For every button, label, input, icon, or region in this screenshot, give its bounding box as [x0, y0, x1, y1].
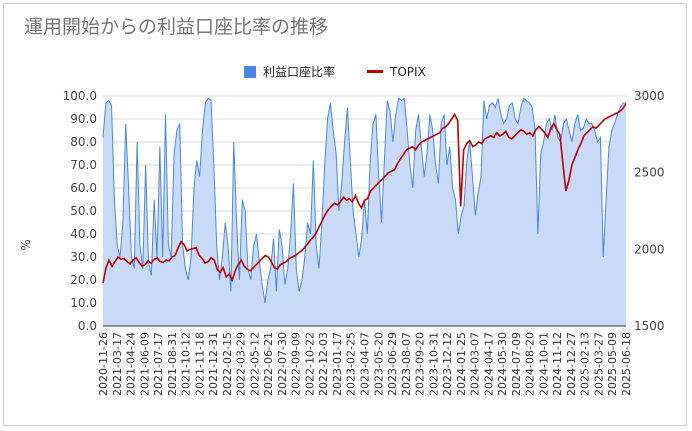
x-tick: 2022-07-30: [276, 332, 289, 396]
x-tick: 2021-06-09: [138, 332, 151, 396]
x-tick: 2023-02-25: [345, 332, 358, 396]
y-tick-left: 30.0: [70, 250, 97, 264]
x-tick: 2023-06-29: [386, 332, 399, 396]
series-topix-line: [102, 103, 627, 284]
y-tick-right: 3000: [634, 89, 665, 103]
x-tick: 2021-04-24: [125, 332, 138, 396]
y-tick-left: 90.0: [70, 112, 97, 126]
y-tick-left: 0.0: [78, 319, 97, 333]
y-tick-left: 20.0: [70, 273, 97, 287]
x-tick: 2025-03-27: [592, 332, 605, 396]
y-tick-left: 50.0: [70, 204, 97, 218]
x-tick: 2023-09-20: [414, 332, 427, 396]
x-tick: 2024-12-27: [565, 332, 578, 396]
x-tick: 2022-10-22: [303, 332, 316, 396]
legend: 利益口座比率 TOPIX: [244, 63, 426, 80]
x-tick: 2021-07-17: [152, 332, 165, 396]
x-tick: 2022-09-09: [290, 332, 303, 396]
legend-swatch-profit-ratio: [244, 65, 256, 78]
x-tick: 2023-01-17: [331, 332, 344, 396]
legend-label-profit-ratio: 利益口座比率: [263, 65, 336, 79]
x-tick: 2022-03-29: [235, 332, 248, 396]
x-tick: 2021-11-18: [193, 332, 206, 396]
y-axis-label: %: [19, 239, 33, 250]
y-tick-left: 60.0: [70, 181, 97, 195]
x-tick: 2023-05-20: [372, 332, 385, 396]
x-tick: 2024-11-12: [551, 332, 564, 396]
y-tick-left: 100.0: [63, 89, 97, 103]
y-tick-right: 2000: [634, 242, 665, 256]
x-tick: 2024-04-17: [482, 332, 495, 396]
x-tick: 2021-10-12: [180, 332, 193, 396]
x-tick: 2024-01-25: [455, 332, 468, 396]
y-tick-right: 1500: [634, 319, 665, 333]
x-tick: 2022-12-03: [317, 332, 330, 396]
y-tick-left: 80.0: [70, 135, 97, 149]
x-tick: 2023-04-07: [359, 332, 372, 396]
legend-label-topix: TOPIX: [390, 64, 426, 79]
x-tick: 2023-08-07: [400, 332, 413, 396]
x-tick: 2022-02-15: [221, 332, 234, 396]
x-tick: 2025-05-09: [606, 332, 619, 396]
x-tick: 2024-10-01: [537, 332, 550, 396]
x-tick: 2021-03-17: [111, 332, 124, 396]
x-tick: 2020-11-26: [97, 332, 110, 396]
x-tick: 2025-02-13: [579, 332, 592, 396]
x-tick: 2023-10-31: [427, 332, 440, 396]
x-tick: 2021-08-31: [166, 332, 179, 396]
x-tick: 2022-05-12: [248, 332, 261, 396]
x-tick: 2024-07-09: [510, 332, 523, 396]
chart-title: 運用開始からの利益口座比率の推移: [24, 16, 329, 38]
y-tick-left: 10.0: [70, 296, 97, 310]
legend-swatch-topix: [367, 70, 384, 73]
y-tick-left: 70.0: [70, 158, 97, 172]
x-tick: 2025-06-18: [620, 332, 633, 396]
x-tick: 2023-12-12: [441, 332, 454, 396]
y-tick-left: 40.0: [70, 227, 97, 241]
y-tick-right: 2500: [634, 166, 665, 180]
x-tick: 2022-06-21: [262, 332, 275, 396]
x-tick: 2021-12-31: [207, 332, 220, 396]
x-tick: 2024-03-07: [469, 332, 482, 396]
x-tick: 2024-08-20: [524, 332, 537, 396]
x-tick: 2024-05-30: [496, 332, 509, 396]
